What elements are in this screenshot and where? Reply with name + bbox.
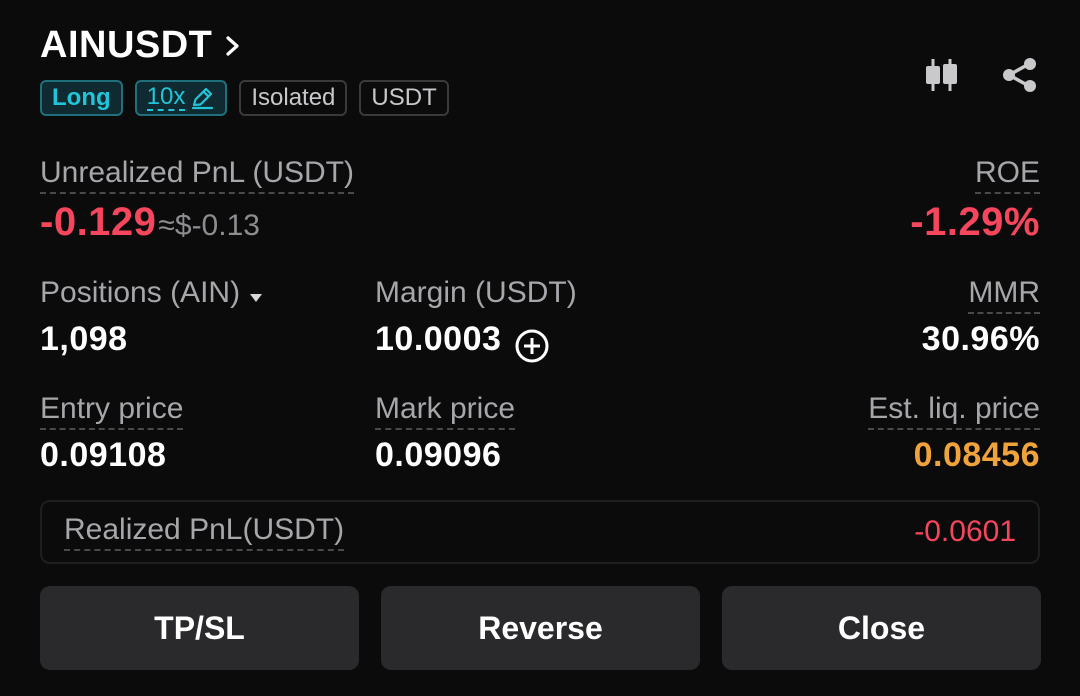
close-position-button[interactable]: Close (722, 586, 1041, 670)
positions-label: Positions (AIN) (40, 276, 241, 309)
edit-icon (192, 87, 214, 110)
caret-down-icon (250, 293, 263, 302)
realized-pnl-box: Realized PnL(USDT) -0.0601 (40, 500, 1040, 564)
entry-price-label[interactable]: Entry price (40, 392, 184, 430)
candlestick-chart-icon[interactable] (922, 56, 960, 94)
mmr-label[interactable]: MMR (968, 276, 1040, 314)
unrealized-pnl-label-wrap: Unrealized PnL (USDT) (40, 156, 354, 194)
liq-price-value-wrap: 0.08456 (914, 436, 1040, 475)
realized-pnl-value: -0.0601 (914, 515, 1016, 548)
unrealized-pnl-usd-approx: ≈$-0.13 (158, 209, 260, 242)
leverage-value: 10x (146, 83, 186, 111)
mark-price-value-wrap: 0.09096 (375, 436, 501, 475)
position-tags: Long 10x Isolated USDT (40, 80, 449, 116)
entry-price-label-wrap: Entry price (40, 392, 184, 430)
action-buttons: TP/SL Reverse Close (40, 586, 1041, 670)
liq-price-value: 0.08456 (913, 436, 1040, 474)
margin-value: 10.0003 (375, 320, 502, 358)
roe-label-wrap: ROE (974, 156, 1040, 194)
liq-price-label-wrap: Est. liq. price (868, 392, 1040, 430)
mark-price-label-wrap: Mark price (375, 392, 516, 430)
share-icon[interactable] (1000, 56, 1038, 94)
symbol-link[interactable]: AINUSDT (40, 24, 242, 67)
reverse-button[interactable]: Reverse (381, 586, 700, 670)
roe-label[interactable]: ROE (974, 156, 1040, 194)
symbol-title: AINUSDT (40, 24, 213, 66)
unrealized-pnl-value: -0.129 (40, 200, 157, 244)
mmr-value-wrap: 30.96% (922, 320, 1040, 359)
mark-price-label[interactable]: Mark price (375, 392, 516, 430)
mmr-label-wrap: MMR (968, 276, 1040, 314)
chevron-right-icon (226, 35, 239, 56)
mark-price-value: 0.09096 (375, 436, 502, 474)
leverage-badge[interactable]: 10x (134, 80, 228, 116)
entry-price-value-wrap: 0.09108 (40, 436, 166, 475)
realized-pnl-label[interactable]: Realized PnL(USDT) (64, 513, 345, 551)
margin-value-wrap: 10.0003 (375, 320, 550, 364)
margin-mode-badge: Isolated (239, 80, 348, 116)
tpsl-button[interactable]: TP/SL (40, 586, 359, 670)
roe: -1.29% (910, 200, 1040, 245)
margin-label-wrap: Margin (USDT) (375, 276, 577, 312)
margin-label: Margin (USDT) (375, 276, 577, 309)
mmr-value: 30.96% (921, 320, 1040, 358)
unrealized-pnl: -0.129 ≈$-0.13 (40, 200, 260, 245)
positions-value: 1,098 (40, 320, 128, 358)
unrealized-pnl-label[interactable]: Unrealized PnL (USDT) (40, 156, 354, 194)
positions-value-wrap: 1,098 (40, 320, 128, 359)
entry-price-value: 0.09108 (40, 436, 167, 474)
roe-value: -1.29% (910, 200, 1040, 244)
add-margin-icon[interactable] (514, 328, 550, 364)
positions-label-wrap[interactable]: Positions (AIN) (40, 276, 263, 312)
side-badge: Long (40, 80, 123, 116)
header-actions (922, 56, 1038, 94)
settle-coin-badge: USDT (359, 80, 449, 116)
liq-price-label[interactable]: Est. liq. price (868, 392, 1040, 430)
